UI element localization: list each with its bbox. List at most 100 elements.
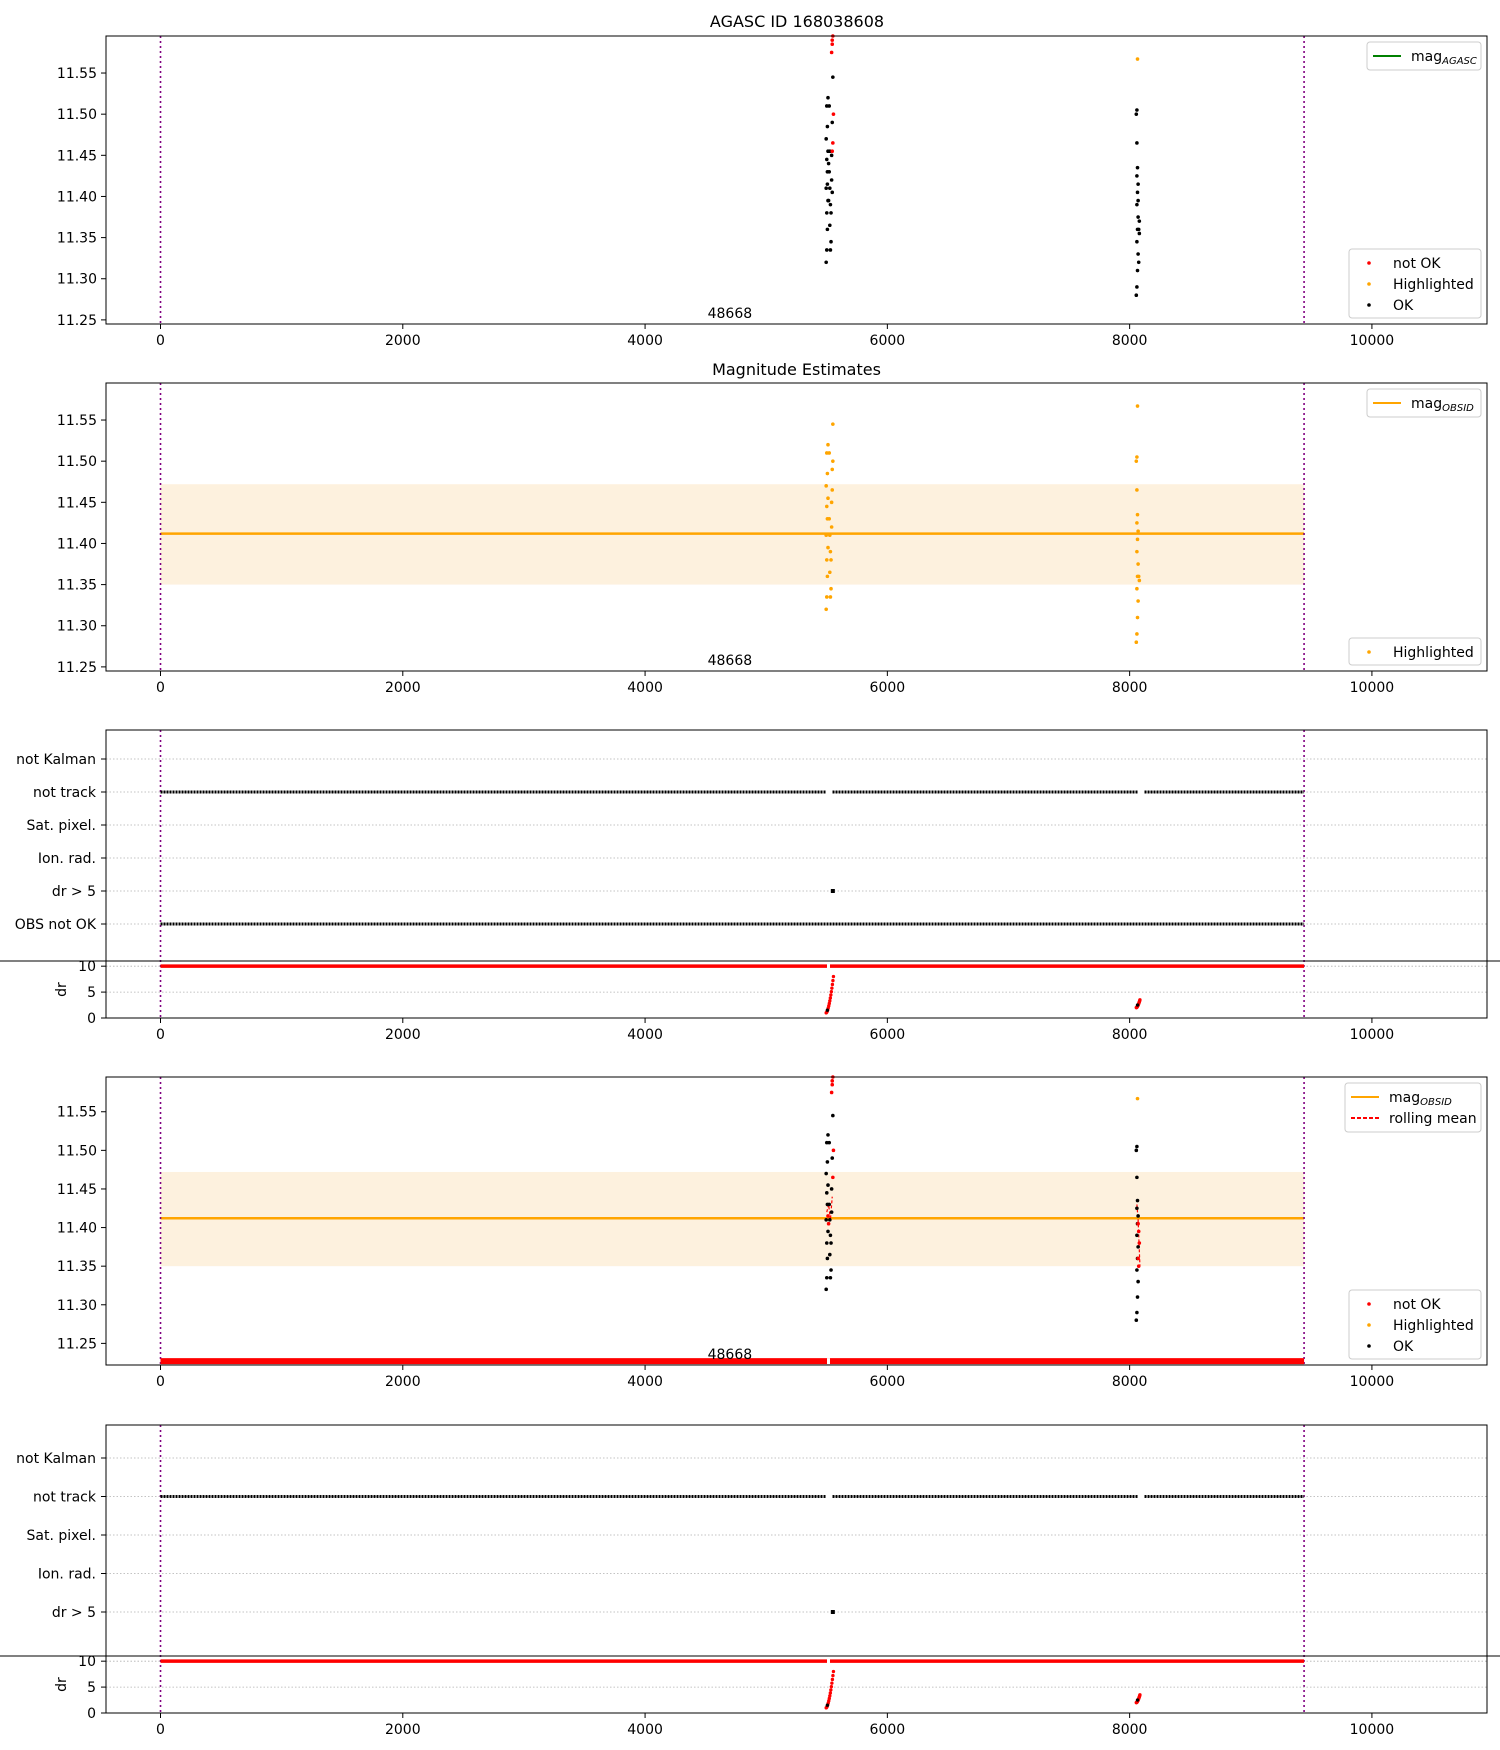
obsid-label: 48668 bbox=[708, 306, 753, 322]
point-highlighted bbox=[1137, 578, 1142, 583]
y-tick-label: 11.55 bbox=[57, 1105, 97, 1121]
legend-point-swatch bbox=[1367, 261, 1371, 265]
point-highlighted bbox=[1135, 586, 1139, 591]
dr-point bbox=[827, 1696, 831, 1701]
dr-point bbox=[829, 1688, 833, 1692]
point-highlighted bbox=[1135, 1096, 1140, 1101]
flag-label: dr > 5 bbox=[52, 1605, 96, 1621]
y-tick-label: 11.25 bbox=[57, 313, 97, 329]
axes-frame bbox=[105, 1076, 1488, 1366]
flag-label: Ion. rad. bbox=[38, 851, 96, 867]
x-tick-label-10000: 10000 bbox=[1350, 680, 1395, 696]
point-ok bbox=[828, 202, 833, 207]
y-tick-label: 11.35 bbox=[57, 1259, 97, 1275]
point-highlighted bbox=[1135, 521, 1139, 525]
x-tick-label-10000: 10000 bbox=[1350, 1722, 1395, 1738]
point-highlighted bbox=[824, 607, 828, 612]
point-highlighted bbox=[825, 471, 830, 476]
y-tick-label: 11.45 bbox=[57, 495, 97, 511]
x-tick-label-8000: 8000 bbox=[1112, 680, 1148, 696]
point-highlighted bbox=[829, 558, 833, 562]
point-highlighted bbox=[828, 533, 832, 538]
point-highlighted bbox=[824, 484, 828, 488]
point-ok bbox=[1136, 227, 1141, 232]
point-highlighted bbox=[1135, 537, 1140, 542]
y-tick-label: 11.30 bbox=[57, 272, 97, 288]
point-not-ok bbox=[830, 1082, 835, 1087]
point-ok bbox=[828, 1233, 833, 1238]
x-tick-label-6000: 6000 bbox=[870, 1027, 906, 1043]
y-tick-label: 11.40 bbox=[57, 536, 97, 552]
point-ok bbox=[1137, 219, 1142, 223]
baseline-not-ok-strip bbox=[160, 1358, 1305, 1365]
y-tick-label: 11.30 bbox=[57, 619, 97, 635]
x-tick-label-0: 0 bbox=[156, 1027, 165, 1043]
legend-point-swatch bbox=[1367, 282, 1371, 286]
legend-line-label: magAGASC bbox=[1411, 49, 1477, 67]
point-ok bbox=[1135, 1268, 1139, 1272]
flag-gap bbox=[1138, 1493, 1145, 1500]
point-ok bbox=[829, 211, 833, 215]
dr-point bbox=[828, 1691, 833, 1695]
point-ok bbox=[1136, 1245, 1140, 1249]
flag-label: dr > 5 bbox=[52, 884, 96, 900]
point-highlighted bbox=[830, 467, 835, 472]
y-tick-label: 11.55 bbox=[57, 413, 97, 429]
point-ok bbox=[1135, 1144, 1139, 1149]
point-highlighted bbox=[1136, 562, 1140, 566]
dr-tick-label: 0 bbox=[87, 1011, 96, 1027]
dr-point bbox=[828, 999, 832, 1003]
point-ok bbox=[825, 1160, 830, 1164]
y-tick-label: 11.45 bbox=[57, 1182, 97, 1198]
point-not-ok bbox=[831, 141, 835, 145]
x-tick-label-8000: 8000 bbox=[1112, 1027, 1148, 1043]
dr-point bbox=[828, 996, 833, 1000]
panels: 48668 11.25 11.30 11.35 11.40 11.45 11.50 11.55… bbox=[0, 34, 1500, 1738]
y-tick-label: 11.30 bbox=[57, 1298, 97, 1314]
dr-point-ok bbox=[1135, 1003, 1140, 1007]
point-ok bbox=[1135, 165, 1140, 170]
panel-1: 48668 11.25 11.30 11.35 11.40 11.45 11.50 11.55… bbox=[57, 34, 1488, 349]
point-highlighted bbox=[1135, 488, 1139, 492]
dr-point bbox=[830, 982, 835, 987]
legend-point-label: not OK bbox=[1393, 256, 1441, 272]
point-ok bbox=[1135, 108, 1139, 112]
flag-label: Ion. rad. bbox=[38, 1567, 96, 1583]
y-tick-label: 11.40 bbox=[57, 189, 97, 205]
point-highlighted bbox=[828, 595, 833, 599]
dr-point bbox=[830, 1681, 834, 1685]
x-tick-label-6000: 6000 bbox=[870, 333, 906, 349]
legend-point-label: not OK bbox=[1393, 1297, 1441, 1313]
point-not-ok bbox=[829, 1090, 834, 1095]
point-highlighted bbox=[831, 459, 835, 463]
point-highlighted bbox=[826, 545, 830, 550]
flag-point bbox=[830, 889, 835, 893]
dr-point bbox=[831, 1669, 836, 1674]
point-highlighted bbox=[1136, 599, 1140, 603]
point-ok bbox=[824, 1241, 829, 1245]
dr-tick-label: 10 bbox=[78, 1654, 96, 1670]
point-ok bbox=[829, 1268, 833, 1272]
dr-point bbox=[828, 1694, 832, 1698]
point-ok bbox=[1135, 174, 1139, 178]
point-ok bbox=[1136, 182, 1140, 186]
dr-point bbox=[831, 1673, 835, 1678]
legend-point-label: Highlighted bbox=[1393, 1318, 1474, 1334]
point-ok bbox=[824, 1171, 828, 1176]
point-ok bbox=[829, 153, 834, 158]
legend-point-label: Highlighted bbox=[1393, 645, 1474, 661]
point-highlighted bbox=[829, 500, 834, 505]
x-tick-label-2000: 2000 bbox=[385, 333, 421, 349]
y-tick-label: 11.40 bbox=[57, 1221, 97, 1237]
y-tick-label: 11.35 bbox=[57, 231, 97, 247]
plot-area bbox=[106, 1425, 1487, 1713]
point-ok bbox=[1135, 1198, 1140, 1203]
point-ok bbox=[827, 1140, 832, 1145]
point-ok bbox=[829, 178, 834, 182]
flag-label: Sat. pixel. bbox=[27, 818, 96, 834]
x-tick-label-4000: 4000 bbox=[627, 333, 663, 349]
point-highlighted bbox=[831, 422, 835, 426]
point-ok bbox=[826, 198, 831, 203]
point-ok bbox=[830, 1156, 835, 1160]
point-ok bbox=[824, 137, 828, 141]
